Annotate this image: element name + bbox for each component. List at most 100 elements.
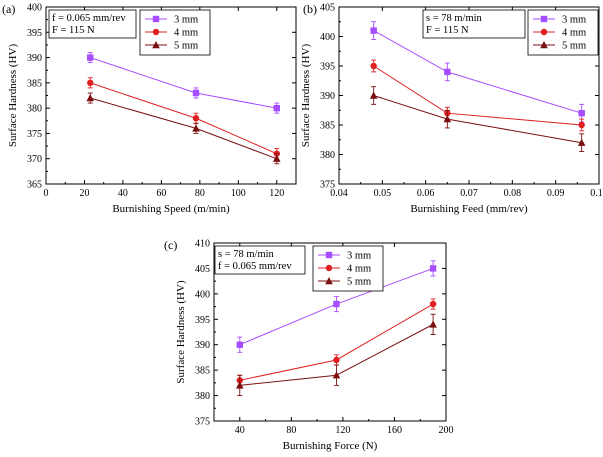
y-tick-label: 375 [320,180,335,191]
conditions-box [214,245,306,275]
x-tick-label: 100 [231,188,246,199]
x-tick-label: 40 [118,188,128,199]
data-point [192,89,200,97]
y-tick-label: 400 [195,289,210,300]
series-line [373,95,582,144]
data-point [235,381,244,389]
legend-marker [152,28,160,36]
y-tick-label: 405 [320,3,335,14]
x-tick-label: 0.05 [374,188,392,199]
x-tick-label: 200 [439,425,454,436]
legend-marker [152,41,160,49]
y-tick-label: 400 [320,32,335,43]
x-axis-title: Burnishing Speed (m/min) [112,203,230,215]
condition-text: s = 78 m/min [218,249,275,260]
series-line [373,65,582,126]
legend-label: 4 mm [347,264,371,275]
series-3-mm [236,260,437,353]
series-3-mm [87,52,280,114]
y-tick-label: 410 [195,239,210,250]
series-4-mm [87,77,280,160]
legend-label: 5 mm [562,41,586,52]
x-tick-label: 0.07 [460,188,478,199]
data-point [370,27,377,34]
y-tick-label: 405 [195,264,210,275]
legend-label: 5 mm [347,277,371,288]
legend-marker [540,15,548,23]
panel-a: 365 370 375 380 385 390 395 400 0 20 40 60 80 100 120 B… [2,2,297,215]
y-axis-title: Surface Hardness (HV) [175,280,187,384]
x-tick-label: 60 [156,188,166,199]
legend-marker [325,277,333,285]
y-tick-label: 395 [27,28,42,39]
data-point [273,104,280,112]
data-point [236,341,243,348]
condition-text: f = 0.065 mm/rev [218,261,292,272]
legend-marker [540,41,548,49]
data-point [333,300,340,308]
y-tick-label: 390 [195,340,210,351]
data-point [429,265,437,272]
panel-label: (a) [2,2,15,16]
legend-marker [540,28,548,36]
condition-text: F = 115 N [52,25,95,36]
x-tick-label: 40 [235,425,245,436]
y-axis-title: Surface Hardness (HV) [300,44,312,148]
series-5-mm [235,313,437,397]
legend-marker [325,264,333,272]
x-axis-title: Burnishing Feed (mm/rev) [410,203,528,215]
y-tick-label: 385 [320,121,335,132]
x-tick-label: 80 [195,188,205,199]
data-point [444,68,451,76]
data-point [429,320,437,328]
panel-label: (b) [303,2,317,16]
y-tick-label: 370 [27,154,42,165]
series-line [90,82,277,155]
data-point [192,124,200,132]
conditions-box [422,9,526,39]
x-tick-label: 160 [387,425,402,436]
x-tick-label: 0.04 [330,188,348,199]
data-point [87,54,94,61]
y-tick-label: 380 [195,391,210,402]
data-point [192,115,200,122]
data-point [87,79,94,87]
series-5-mm [86,92,281,165]
data-point [578,110,585,117]
data-point [443,115,452,123]
y-tick-label: 365 [27,180,42,191]
x-tick-label: 0 [44,188,49,199]
x-tick-label: 0.08 [504,188,522,199]
panel-c: 375 380 385 390 395 400 405 410 40 80 120 160 200 Bur… [164,238,454,452]
data-point [333,356,340,364]
panel-b: 375 380 385 390 395 400 405 0.04 0.05 0.06 0.07 0.0… [300,2,603,215]
series-3-mm [370,21,585,123]
data-point [370,62,377,70]
data-point [429,300,437,308]
data-point [332,371,341,379]
x-tick-label: 80 [286,425,296,436]
series-line [90,57,277,109]
y-tick-label: 395 [320,62,335,73]
conditions-box [48,9,137,39]
legend-label: 3 mm [347,251,371,262]
y-axis-title: Surface Hardness (HV) [7,44,19,148]
y-tick-label: 380 [27,104,42,115]
legend-label: 4 mm [174,28,198,39]
condition-text: s = 78 m/min [426,13,483,24]
x-tick-label: 20 [79,188,89,199]
data-point [578,121,585,129]
data-point [369,91,378,99]
panel-label: (c) [164,238,177,252]
legend-label: 5 mm [174,41,198,52]
legend-marker [325,251,333,259]
x-tick-label: 0.10 [590,188,603,199]
series-5-mm [369,86,586,153]
legend-label: 4 mm [562,28,586,39]
legend-marker [152,15,160,23]
series-line [90,97,277,160]
x-tick-label: 0.09 [547,188,565,199]
y-tick-label: 395 [195,315,210,326]
condition-text: f = 0.065 mm/rev [52,13,126,24]
y-tick-label: 390 [27,53,42,64]
